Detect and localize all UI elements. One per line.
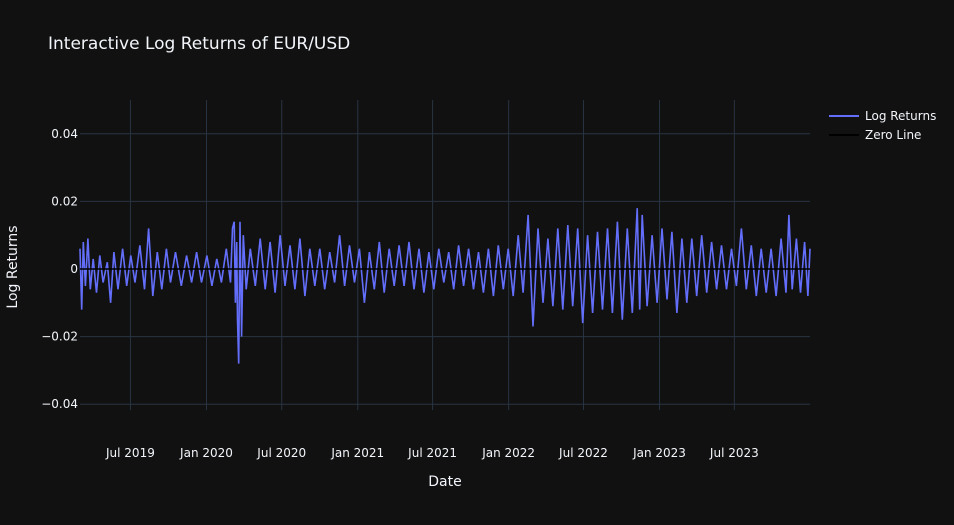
y-tick-label: −0.02	[41, 330, 78, 344]
log-returns-line[interactable]	[79, 208, 811, 364]
legend-label: Zero Line	[865, 128, 921, 142]
chart-title: Interactive Log Returns of EUR/USD	[48, 34, 351, 54]
x-tick-label: Jul 2023	[709, 446, 759, 460]
y-tick-label: 0	[70, 262, 78, 276]
x-tick-label: Jul 2021	[407, 446, 457, 460]
legend-item-zero-line[interactable]: Zero Line	[829, 128, 921, 142]
y-tick-label: −0.04	[41, 397, 78, 411]
x-axis-title: Date	[428, 474, 461, 490]
legend-item-log-returns[interactable]: Log Returns	[829, 109, 936, 123]
y-tick-label: 0.04	[51, 127, 78, 141]
legend-label: Log Returns	[865, 109, 936, 123]
x-tick-label: Jan 2020	[179, 446, 233, 460]
x-tick-label: Jan 2021	[330, 446, 384, 460]
legend[interactable]: Log Returns Zero Line	[829, 109, 936, 142]
y-tick-labels: 0.04 0.02 0 −0.02 −0.04	[41, 127, 78, 411]
x-tick-label: Jan 2023	[632, 446, 686, 460]
x-tick-label: Jan 2022	[481, 446, 535, 460]
x-tick-label: Jul 2019	[105, 446, 155, 460]
y-tick-label: 0.02	[51, 194, 78, 208]
series-layer[interactable]	[79, 208, 811, 364]
y-axis-title: Log Returns	[5, 225, 21, 308]
x-tick-label: Jul 2020	[256, 446, 306, 460]
x-tick-labels: Jul 2019 Jan 2020 Jul 2020 Jan 2021 Jul 2021…	[105, 446, 759, 460]
x-tick-label: Jul 2022	[558, 446, 608, 460]
